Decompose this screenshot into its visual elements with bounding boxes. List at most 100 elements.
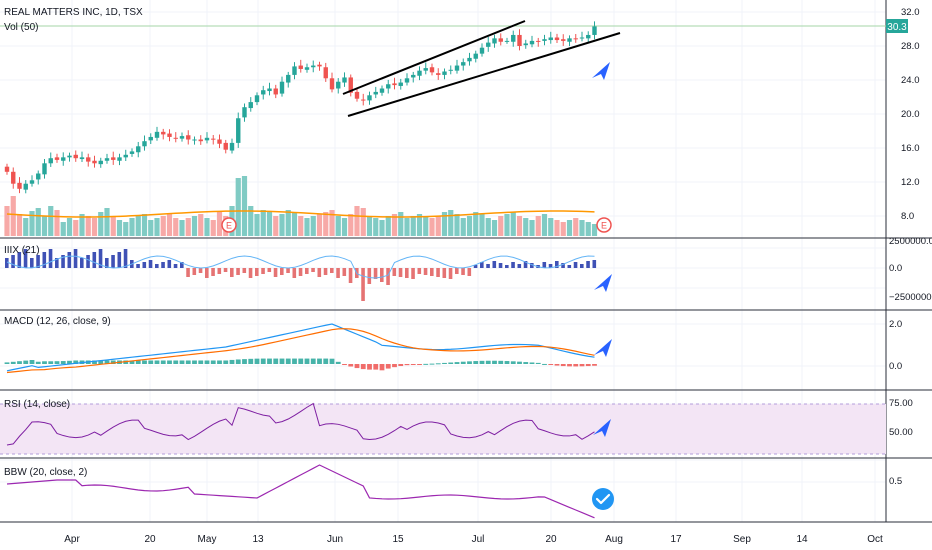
- iiix-bar: [411, 268, 415, 279]
- volume-bar: [298, 216, 304, 236]
- iiix-bar: [517, 264, 522, 268]
- check-mark: [595, 493, 611, 505]
- candle-body: [286, 74, 291, 83]
- macd-histogram-bar: [254, 358, 260, 364]
- candle-body: [473, 53, 478, 59]
- volume-bar: [310, 216, 316, 236]
- macd-histogram-bar: [142, 360, 147, 364]
- candle-body: [161, 131, 166, 135]
- iiix-bar: [280, 268, 284, 275]
- macd-histogram-bar: [523, 362, 529, 364]
- volume-bar: [498, 216, 504, 236]
- iiix-bar: [305, 268, 309, 274]
- candle-body: [379, 88, 385, 93]
- candle-body: [336, 81, 341, 89]
- volume-bar: [235, 178, 241, 236]
- candle-body: [586, 34, 591, 39]
- candle-body: [429, 67, 435, 73]
- candle-body: [542, 39, 547, 41]
- iiix-bar: [573, 262, 578, 268]
- candle-body: [311, 65, 316, 68]
- macd-histogram-bar: [398, 364, 404, 367]
- macd-histogram-bar: [567, 364, 572, 367]
- iiix-bar: [30, 258, 34, 268]
- candle-body: [354, 91, 360, 99]
- candle-body: [342, 77, 347, 83]
- macd-histogram-bar: [423, 363, 429, 365]
- macd-histogram-bar: [529, 362, 535, 364]
- iiix-bar: [61, 255, 65, 268]
- iiix-bar: [311, 268, 315, 272]
- volume-bar: [241, 176, 248, 236]
- candle-body: [517, 34, 522, 46]
- volume-bar: [185, 218, 191, 236]
- bbw-label: BBW (20, close, 2): [4, 467, 87, 478]
- candle-body: [79, 157, 85, 160]
- iiix-bar: [417, 268, 422, 274]
- candle-body: [373, 91, 378, 95]
- macd-histogram-bar: [210, 360, 216, 364]
- bbw-panel: [6, 464, 614, 519]
- volume-bar: [141, 214, 148, 236]
- candle-body: [248, 102, 253, 109]
- iiix-bar: [317, 268, 322, 277]
- candle-body: [579, 37, 585, 39]
- iiix-panel: [5, 249, 597, 301]
- volume-bar: [285, 210, 291, 236]
- indicator-tick-label: −2500000.0: [889, 292, 932, 303]
- candle-body: [92, 160, 97, 164]
- volume-bar: [104, 208, 110, 236]
- iiix-bar: [42, 252, 47, 268]
- volume-bar: [366, 216, 373, 236]
- macd-histogram-bar: [23, 360, 29, 364]
- price-tick-label: 12.0: [901, 177, 920, 188]
- macd-histogram-bar: [373, 364, 379, 370]
- macd-histogram-bar: [98, 360, 104, 364]
- volume-bar: [291, 212, 298, 236]
- volume-bar: [373, 218, 379, 236]
- volume-bar: [554, 220, 560, 236]
- macd-histogram-bar: [204, 360, 210, 364]
- volume-bar: [16, 214, 23, 236]
- candle-body: [36, 173, 41, 180]
- price-tick-label: 16.0: [901, 143, 920, 154]
- iiix-bar: [242, 268, 247, 273]
- volume-bar: [23, 218, 29, 236]
- volume-bar: [10, 196, 16, 236]
- candle-body: [48, 158, 53, 164]
- iiix-bar: [186, 268, 190, 277]
- volume-bar: [98, 212, 104, 236]
- iiix-bar: [173, 264, 178, 268]
- macd-histogram-bar: [573, 364, 579, 367]
- rsi-label: RSI (14, close): [4, 399, 70, 410]
- indicator-tick-label: 0.5: [889, 476, 902, 487]
- volume-bar: [504, 214, 510, 236]
- volume-bar: [323, 212, 329, 236]
- macd-histogram-bar: [385, 364, 391, 369]
- macd-histogram-bar: [310, 358, 316, 364]
- macd-histogram-bar: [110, 360, 116, 364]
- candle-body: [104, 158, 110, 161]
- iiix-bar: [142, 262, 147, 268]
- macd-label: MACD (12, 26, close, 9): [4, 316, 111, 327]
- macd-histogram-bar: [467, 361, 472, 364]
- volume-bar: [110, 216, 116, 236]
- volume-bar: [204, 218, 210, 236]
- iiix-bar: [48, 249, 53, 268]
- volume-bar: [510, 212, 516, 236]
- indicator-tick-label: 0.0: [889, 361, 902, 372]
- candle-body: [361, 99, 366, 101]
- volume-bar: [479, 214, 485, 236]
- candle-body: [229, 142, 235, 151]
- volume-bar: [591, 224, 598, 236]
- volume-bar: [454, 214, 460, 236]
- iiix-bar: [5, 258, 9, 268]
- candle-body: [317, 64, 322, 67]
- candle-body: [529, 40, 535, 45]
- iiix-bar: [430, 268, 434, 276]
- macd-histogram-bar: [435, 363, 441, 365]
- iiix-bar: [473, 265, 478, 268]
- volume-bar: [398, 212, 404, 236]
- candle-body: [386, 84, 391, 89]
